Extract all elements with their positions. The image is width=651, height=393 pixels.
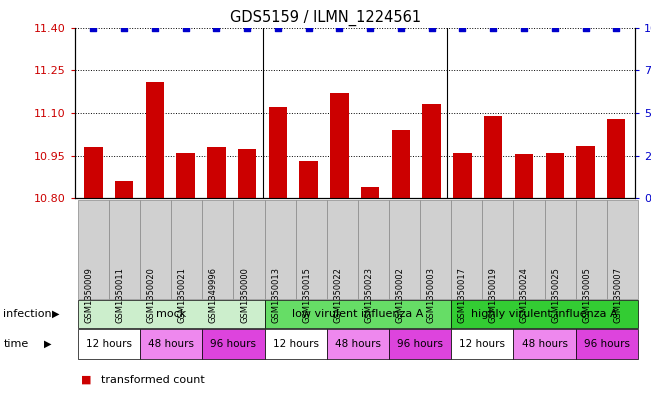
Text: GSM1350003: GSM1350003 [426, 267, 436, 323]
Text: 96 hours: 96 hours [210, 339, 256, 349]
Text: ▶: ▶ [44, 339, 52, 349]
Text: GSM1350021: GSM1350021 [178, 267, 187, 323]
Text: infection: infection [3, 309, 52, 319]
Point [88, 24, 98, 31]
Point [519, 24, 529, 31]
Bar [515, 154, 533, 198]
Point [396, 24, 406, 31]
Text: GSM1350011: GSM1350011 [116, 267, 124, 323]
Text: GSM1350000: GSM1350000 [240, 267, 249, 323]
Text: time: time [3, 339, 29, 349]
Point [119, 24, 130, 31]
Point [488, 24, 499, 31]
Point [365, 24, 376, 31]
Text: GSM1350015: GSM1350015 [302, 267, 311, 323]
Bar [238, 149, 256, 198]
Bar [176, 153, 195, 198]
Point [549, 24, 560, 31]
Point [334, 24, 344, 31]
Bar [484, 116, 503, 198]
Bar [607, 119, 626, 198]
Bar [84, 147, 103, 198]
Bar [576, 146, 595, 198]
Text: GSM1350017: GSM1350017 [458, 267, 467, 323]
Point [303, 24, 314, 31]
Text: 48 hours: 48 hours [148, 339, 194, 349]
Point [211, 24, 221, 31]
Text: GSM1350023: GSM1350023 [365, 267, 374, 323]
Point [273, 24, 283, 31]
Text: GSM1350005: GSM1350005 [582, 267, 591, 323]
Bar [453, 153, 472, 198]
Text: GSM1350024: GSM1350024 [520, 267, 529, 323]
Bar [392, 130, 410, 198]
Text: GSM1350002: GSM1350002 [396, 267, 404, 323]
Text: ▶: ▶ [52, 309, 60, 319]
Bar [330, 93, 349, 198]
Point [150, 24, 160, 31]
Text: 12 hours: 12 hours [86, 339, 132, 349]
Bar [546, 153, 564, 198]
Text: GSM1350022: GSM1350022 [333, 267, 342, 323]
Text: transformed count: transformed count [101, 375, 204, 384]
Bar [422, 105, 441, 198]
Bar [115, 182, 133, 198]
Bar [207, 147, 226, 198]
Text: GSM1350025: GSM1350025 [551, 267, 560, 323]
Point [457, 24, 467, 31]
Bar [269, 107, 287, 198]
Point [426, 24, 437, 31]
Text: 48 hours: 48 hours [521, 339, 568, 349]
Text: mock: mock [156, 309, 186, 319]
Text: ■: ■ [81, 375, 92, 384]
Bar [299, 162, 318, 198]
Text: 12 hours: 12 hours [460, 339, 505, 349]
Text: GSM1350007: GSM1350007 [613, 267, 622, 323]
Point [580, 24, 590, 31]
Text: GSM1350020: GSM1350020 [146, 267, 156, 323]
Text: 12 hours: 12 hours [273, 339, 319, 349]
Point [611, 24, 622, 31]
Text: 96 hours: 96 hours [397, 339, 443, 349]
Text: GSM1349996: GSM1349996 [209, 267, 218, 323]
Text: GDS5159 / ILMN_1224561: GDS5159 / ILMN_1224561 [230, 10, 421, 26]
Bar [146, 82, 164, 198]
Text: 48 hours: 48 hours [335, 339, 381, 349]
Text: GSM1350009: GSM1350009 [85, 267, 94, 323]
Bar [361, 187, 380, 198]
Text: GSM1350013: GSM1350013 [271, 267, 280, 323]
Point [180, 24, 191, 31]
Text: 96 hours: 96 hours [584, 339, 630, 349]
Text: highly virulent influenza A: highly virulent influenza A [471, 309, 618, 319]
Point [242, 24, 253, 31]
Text: GSM1350019: GSM1350019 [489, 267, 498, 323]
Text: low virulent influenza A: low virulent influenza A [292, 309, 424, 319]
